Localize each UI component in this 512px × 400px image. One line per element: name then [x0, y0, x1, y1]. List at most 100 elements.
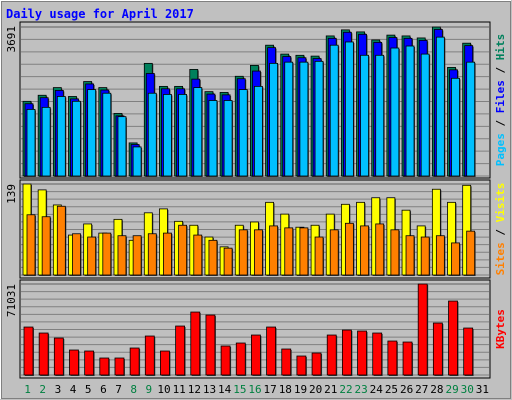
bar [208, 239, 218, 276]
bar [117, 235, 127, 276]
bar [190, 311, 201, 376]
bar [299, 61, 309, 177]
bar [72, 233, 81, 276]
bar [341, 329, 352, 376]
bar [405, 45, 415, 177]
bar [26, 108, 36, 177]
legend: Sites / Visits [494, 183, 507, 276]
x-tick-label: 5 [85, 383, 92, 396]
bar [266, 326, 276, 376]
bar [329, 44, 339, 177]
chart-title: Daily usage for April 2017 [6, 7, 194, 21]
bar [163, 232, 172, 276]
bar [463, 327, 474, 376]
bar [53, 337, 64, 376]
x-tick-label: 15 [233, 383, 246, 396]
y-tick-label: 3691 [5, 26, 18, 53]
x-tick-label: 9 [146, 383, 153, 396]
bar [223, 100, 233, 177]
x-tick-label: 24 [370, 383, 384, 396]
bar [26, 214, 36, 276]
bar [451, 242, 460, 276]
bar [163, 94, 172, 177]
x-tick-label: 27 [415, 383, 428, 396]
bar [193, 87, 203, 177]
bar [251, 334, 261, 376]
bar [56, 96, 66, 177]
x-tick-label: 22 [339, 383, 352, 396]
legend-separator: / [494, 60, 507, 80]
bar [466, 230, 476, 276]
bar [375, 54, 385, 177]
bar [344, 41, 354, 177]
bar [405, 235, 415, 276]
bar [432, 322, 443, 376]
legend: Pages / Files / Hits [494, 34, 507, 167]
bar [38, 332, 49, 376]
bar [402, 341, 413, 376]
x-tick-label: 30 [461, 383, 474, 396]
bar [114, 357, 125, 376]
bar [466, 61, 476, 177]
x-tick-label: 10 [157, 383, 170, 396]
bar [99, 357, 110, 376]
y-tick-label: 139 [5, 184, 18, 204]
bar [254, 229, 263, 276]
bar [314, 60, 324, 177]
bar [72, 100, 81, 177]
x-tick-label: 3 [55, 383, 62, 396]
bar [193, 234, 203, 276]
x-tick-label: 11 [173, 383, 186, 396]
bar [223, 247, 233, 276]
bar [390, 47, 400, 177]
bar [102, 92, 112, 177]
bar [299, 227, 309, 276]
x-tick-label: 1 [24, 383, 31, 396]
legend-entry: Sites [494, 242, 507, 275]
x-tick-label: 13 [203, 383, 216, 396]
x-tick-label: 6 [100, 383, 107, 396]
x-tick-label: 21 [324, 383, 337, 396]
bar [420, 236, 430, 276]
bar [375, 223, 385, 276]
bar [360, 225, 369, 276]
bar [311, 352, 322, 376]
legend-entry: KBytes [494, 309, 507, 349]
x-tick-label: 2 [39, 383, 46, 396]
bar [329, 229, 339, 276]
bar [296, 355, 307, 376]
bar [129, 347, 140, 376]
bar [84, 350, 95, 376]
x-tick-label: 31 [476, 383, 489, 396]
bar [175, 325, 186, 376]
bar [417, 283, 428, 376]
bar [160, 350, 170, 376]
bar [284, 227, 294, 276]
bar [132, 146, 142, 177]
bar [238, 89, 248, 177]
bar [360, 54, 369, 177]
bar [205, 314, 216, 376]
x-tick-label: 4 [70, 383, 77, 396]
bar [208, 100, 218, 177]
bar [178, 94, 188, 177]
x-tick-label: 25 [385, 383, 398, 396]
legend-entry: Visits [494, 183, 507, 223]
bar [314, 236, 324, 276]
bar [41, 216, 51, 276]
bar [87, 236, 97, 276]
x-tick-label: 20 [309, 383, 322, 396]
bar [235, 342, 246, 376]
bar [435, 235, 445, 276]
x-tick-label: 16 [248, 383, 261, 396]
bar [117, 116, 127, 177]
bar [344, 222, 354, 276]
x-tick-label: 19 [294, 383, 307, 396]
bar [326, 334, 337, 376]
x-tick-label: 8 [130, 383, 137, 396]
legend-entry: Files [494, 80, 507, 113]
bar [451, 77, 460, 177]
bar [448, 300, 458, 376]
x-tick-label: 12 [188, 383, 201, 396]
